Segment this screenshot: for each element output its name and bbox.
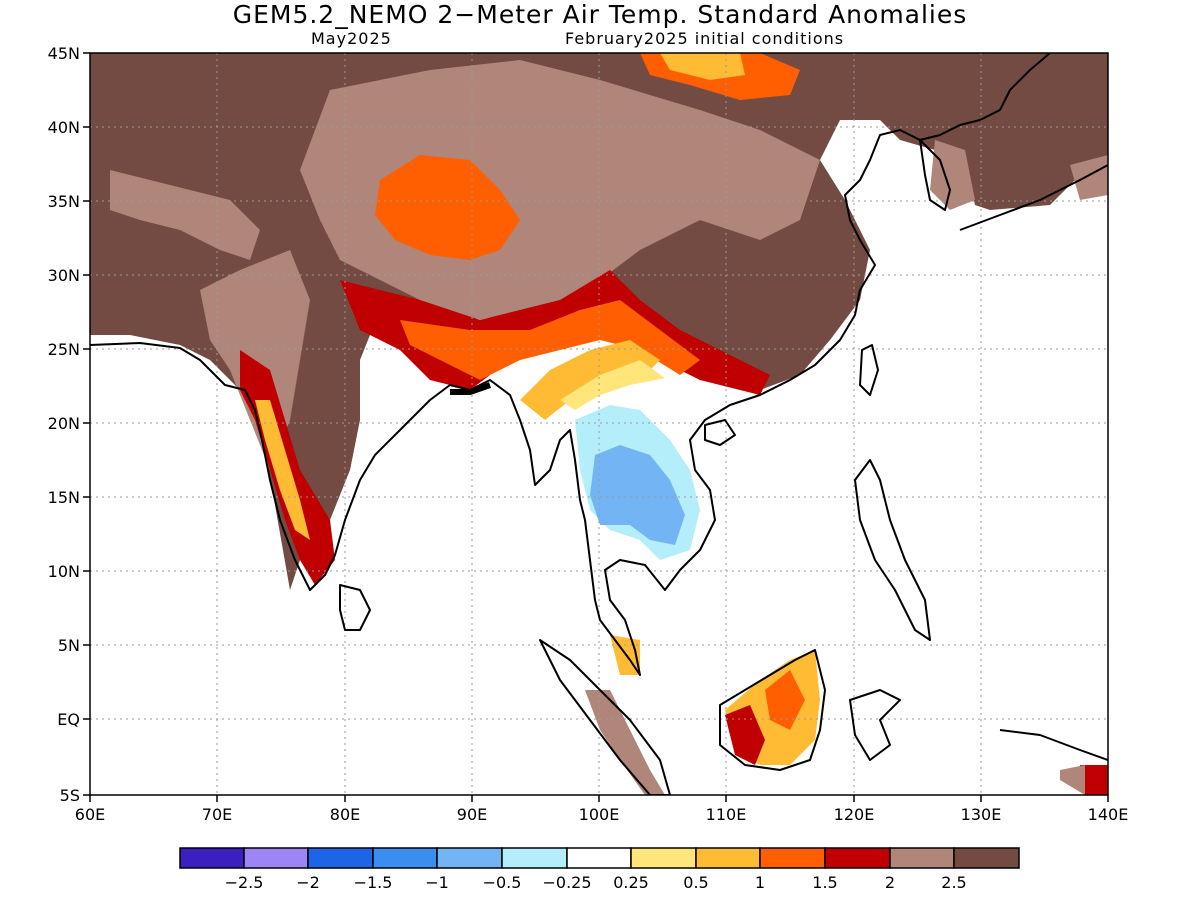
coastline-sri-lanka (339, 584, 371, 631)
anomaly-region-borneo-red (725, 705, 765, 765)
anomaly-region-sumatra-high (585, 690, 665, 795)
legend-label-9: 1 (755, 873, 765, 892)
anomaly-region-yellow-indochina (520, 340, 660, 420)
anomaly-region-yellow-light-indochina (560, 360, 665, 410)
map-title: GEM5.2_NEMO 2−Meter Air Temp. Standard A… (232, 0, 968, 29)
color-legend (179, 847, 1020, 869)
legend-swatch-11 (824, 847, 891, 869)
legend-label-12: 2.5 (941, 873, 966, 892)
legend-swatch-13 (953, 847, 1020, 869)
anomaly-region-orange-tibet (375, 155, 520, 260)
coastline-sulawesi (849, 689, 901, 761)
legend-label-8: 0.5 (683, 873, 708, 892)
legend-swatch-6 (501, 847, 568, 869)
anomaly-region-new-guinea (1080, 765, 1108, 795)
legend-swatch-10 (759, 847, 826, 869)
legend-label-11: 2 (885, 873, 895, 892)
anomaly-region-orange-himalaya (400, 300, 700, 380)
legend-label-6: −0.25 (542, 873, 591, 892)
anomaly-region-new-guinea-high (1060, 765, 1085, 795)
legend-label-4: −1 (425, 873, 449, 892)
lat-label-25n: 25N (48, 340, 80, 359)
legend-label-10: 1.5 (812, 873, 837, 892)
lat-label-30n: 30N (48, 266, 80, 285)
legend-label-7: 0.25 (613, 873, 649, 892)
lon-label-100e: 100E (579, 805, 620, 824)
legend-swatch-5 (436, 847, 503, 869)
lat-label-10n: 10N (48, 562, 80, 581)
anomaly-region-orange-west-india (255, 400, 310, 540)
lat-label-5n: 5N (58, 636, 80, 655)
map-gridlines (90, 53, 1108, 795)
coastline-mainland (90, 53, 1051, 676)
valid-month-label: May2025 (311, 29, 392, 48)
initial-conditions-label: February2025 initial conditions (565, 29, 845, 48)
legend-label-5: −0.5 (483, 873, 522, 892)
lon-label-120e: 120E (834, 805, 875, 824)
lon-label-90e: 90E (457, 805, 487, 824)
lat-label-eq: EQ (57, 710, 80, 729)
legend-swatch-7 (566, 847, 632, 869)
legend-swatch-3 (307, 847, 374, 869)
coastline-taiwan (859, 344, 879, 396)
legend-swatch-1 (179, 847, 245, 869)
coastline-korea (919, 139, 951, 211)
legend-label-1: −2.5 (225, 873, 264, 892)
legend-label-2: −2 (296, 873, 320, 892)
anomaly-region-yellow-mongolia (660, 53, 745, 80)
lat-label-15n: 15N (48, 488, 80, 507)
lon-label-110e: 110E (706, 805, 747, 824)
coastline-philippines (854, 459, 931, 641)
lat-label-40n: 40N (48, 118, 80, 137)
lon-label-60e: 60E (75, 805, 105, 824)
legend-swatch-2 (243, 847, 309, 869)
coastline-bay-of-bengal-delta (450, 382, 491, 395)
legend-swatch-9 (695, 847, 761, 869)
lon-label-80e: 80E (330, 805, 360, 824)
lat-label-20n: 20N (48, 414, 80, 433)
anomaly-region-japan-high (1070, 155, 1108, 200)
coastline-japan (959, 164, 1108, 231)
anomaly-region-korea-high (930, 140, 975, 210)
coastline-sumatra (539, 639, 671, 795)
lon-label-70e: 70E (202, 805, 232, 824)
map-plot-area (90, 53, 1108, 795)
lat-label-35n: 35N (48, 192, 80, 211)
legend-swatch-8 (630, 847, 697, 869)
coastlines (90, 53, 1108, 795)
coastline-borneo (719, 649, 826, 771)
anomaly-region-high-west (110, 170, 260, 260)
lat-label-45n: 45N (48, 44, 80, 63)
longitude-axis (89, 795, 1109, 802)
legend-swatch-4 (372, 847, 438, 869)
lon-label-140e: 140E (1088, 805, 1129, 824)
lon-label-130e: 130E (961, 805, 1002, 824)
anomaly-region-borneo-orange-red (765, 670, 805, 730)
coastline-new-guinea (999, 729, 1108, 761)
legend-label-3: −1.5 (354, 873, 393, 892)
legend-swatch-12 (889, 847, 955, 869)
anomaly-region-light-blue-indochina (590, 445, 685, 545)
lat-label-5s: 5S (60, 786, 80, 805)
latitude-axis (83, 52, 90, 796)
coastline-hainan (704, 419, 736, 446)
